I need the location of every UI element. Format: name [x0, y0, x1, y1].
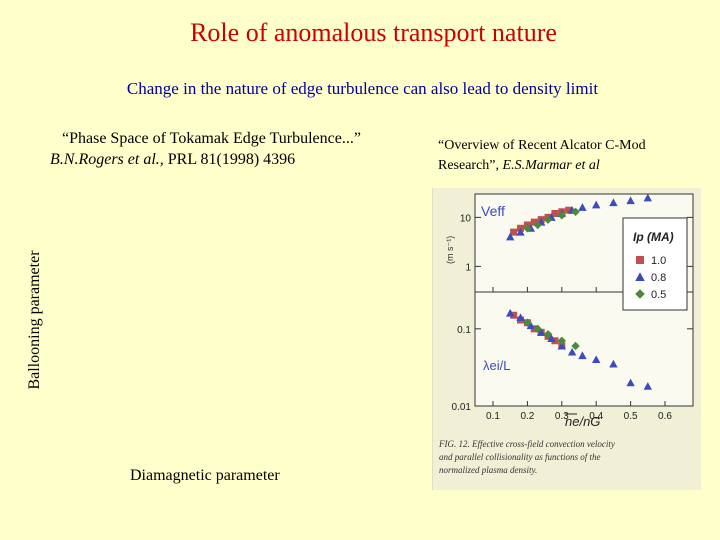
caption-line-2: and parallel collisionality as functions…	[439, 452, 601, 462]
data-point-triangle	[626, 196, 635, 205]
y-tick-label: 1	[465, 262, 471, 273]
data-point-diamond	[533, 324, 542, 334]
veff-label: Veff	[481, 203, 505, 219]
x-tick-label: 0.1	[486, 411, 500, 422]
reference-left: “Phase Space of Tokamak Edge Turbulence.…	[50, 128, 410, 170]
x-tick-label: 0.2	[520, 411, 534, 422]
legend-item-label: 0.8	[651, 272, 666, 284]
veff-unit: (m s⁻¹)	[445, 236, 455, 264]
alcator-figure: 0.1 0.2 0.3 0.4 0.5 0.6 10 1 0.1 0.01 Veff (m s⁻¹…	[432, 188, 701, 490]
reference-right-citation: Research”, E.S.Marmar et al	[438, 156, 718, 176]
x-tick-label: 0.4	[589, 411, 603, 422]
reference-right-title: “Overview of Recent Alcator C-Mod	[438, 138, 646, 153]
reference-right-authors: E.S.Marmar et al	[502, 158, 600, 173]
data-point-square	[530, 218, 538, 226]
caption-line-3: normalized plasma density.	[439, 465, 537, 475]
reference-left-citation: B.N.Rogers et al., PRL 81(1998) 4396	[50, 149, 410, 170]
x-tick-label: 0.3	[555, 411, 569, 422]
ballooning-axis-label: Ballooning parameter	[26, 250, 43, 390]
reference-right-prefix: Research”,	[438, 158, 500, 173]
reference-right: “Overview of Recent Alcator C-Mod Resear…	[438, 136, 718, 176]
data-point-triangle	[609, 198, 618, 207]
data-point-triangle	[635, 272, 645, 281]
data-point-triangle	[526, 321, 536, 330]
figure-plot: 0.1 0.2 0.3 0.4 0.5 0.6 10 1 0.1 0.01 Veff (m s⁻¹…	[433, 188, 701, 490]
data-point-triangle	[547, 334, 556, 342]
diamagnetic-axis-label: Diamagnetic parameter	[130, 467, 280, 484]
x-axis-label: ne/nG	[565, 414, 600, 429]
data-point-square	[565, 206, 573, 214]
data-point-triangle	[592, 355, 601, 364]
data-point-triangle	[506, 308, 515, 317]
y-tick-label: 0.01	[452, 402, 472, 413]
legend-item-label: 1.0	[651, 255, 666, 267]
data-point-triangle	[643, 382, 652, 390]
legend-box: Ip (MA) 1.0 0.8 0.5	[622, 217, 688, 311]
x-tick-label: 0.5	[624, 411, 638, 422]
y-tick-label: 10	[460, 213, 472, 224]
data-point-triangle	[516, 227, 525, 236]
x-tick-label: 0.6	[658, 411, 672, 422]
lambda-label: λei/L	[483, 358, 510, 373]
data-point-square	[636, 256, 644, 264]
data-point-triangle	[626, 378, 635, 387]
caption-line-1: FIG. 12. Effective cross-field convectio…	[438, 439, 615, 449]
data-point-triangle	[567, 347, 577, 356]
data-point-triangle	[592, 200, 601, 209]
data-point-triangle	[643, 193, 652, 202]
figure-data-points	[506, 193, 652, 390]
slide-subtitle: Change in the nature of edge turbulence …	[126, 79, 599, 98]
figure-axis-ticks: 0.1 0.2 0.3 0.4 0.5 0.6 10 1 0.1 0.01	[452, 213, 693, 422]
data-point-triangle	[557, 341, 566, 350]
reference-left-title: “Phase Space of Tokamak Edge Turbulence.…	[62, 130, 361, 147]
reference-left-authors: B.N.Rogers et al.,	[50, 151, 164, 168]
y-tick-label: 0.1	[457, 325, 471, 336]
legend-item-label: 0.5	[651, 289, 666, 301]
data-point-triangle	[609, 359, 618, 368]
data-point-triangle	[578, 203, 587, 211]
data-point-triangle	[516, 313, 525, 322]
data-point-triangle	[536, 328, 546, 336]
slide-title: Role of anomalous transport nature	[190, 18, 557, 47]
reference-left-journal: PRL 81(1998) 4396	[167, 151, 296, 168]
data-point-triangle	[506, 232, 515, 241]
data-point-square	[510, 228, 518, 236]
data-point-diamond	[571, 207, 580, 216]
data-point-square	[551, 209, 559, 217]
data-point-triangle	[578, 351, 587, 360]
legend-title: Ip (MA)	[633, 230, 674, 244]
